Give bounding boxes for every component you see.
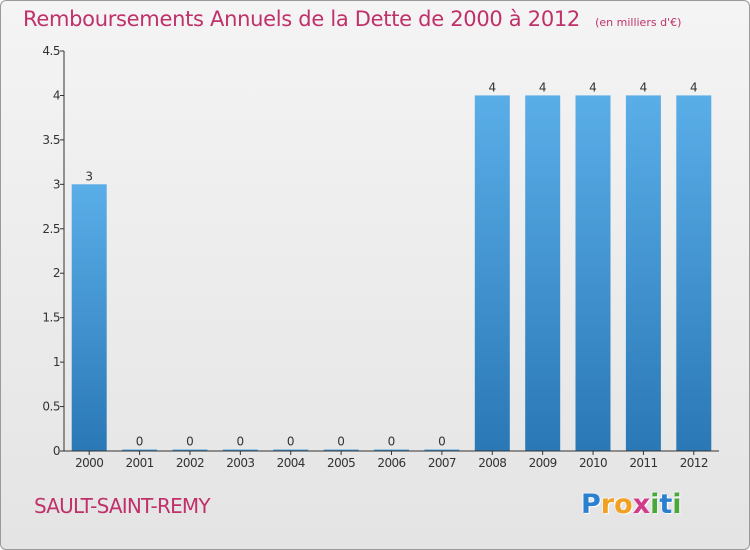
y-tick-label: 0 — [53, 444, 60, 458]
data-label: 3 — [85, 169, 93, 183]
bar-2000 — [71, 184, 107, 452]
y-tick-label: 3 — [53, 177, 60, 191]
y-tick-label: 0.5 — [42, 400, 60, 414]
data-label: 0 — [287, 435, 295, 449]
bar-2008 — [474, 95, 510, 452]
y-tick-label: 3.5 — [42, 133, 60, 147]
data-label: 4 — [488, 80, 496, 94]
x-tick-label: 2006 — [377, 456, 405, 470]
bar-2007 — [424, 449, 460, 451]
y-tick-label: 4 — [53, 88, 60, 102]
data-label: 0 — [186, 435, 194, 449]
bar-2003 — [222, 449, 258, 451]
bar-2011 — [625, 95, 661, 452]
logo-letter: i — [672, 489, 682, 520]
y-axis: 0 0.5 1 1.5 2 2.5 3 3.5 4 4.5 — [42, 44, 65, 458]
logo-letter: x — [632, 489, 651, 520]
x-tick-label: 2010 — [579, 456, 607, 470]
x-tick-label: 2002 — [176, 456, 204, 470]
title-block: Remboursements Annuels de la Dette de 20… — [23, 7, 681, 31]
chart-subtitle: (en milliers d'€) — [595, 16, 682, 29]
x-tick-label: 2005 — [327, 456, 355, 470]
x-tick-label: 2011 — [629, 456, 657, 470]
y-tick-label: 1.5 — [42, 311, 60, 325]
bar-2004 — [273, 449, 309, 451]
x-tick-label: 2012 — [680, 456, 708, 470]
y-tick-label: 2 — [53, 266, 60, 280]
bar-2010 — [575, 95, 611, 452]
x-tick-label: 2003 — [226, 456, 254, 470]
bar-2009 — [525, 95, 561, 452]
bar-2005 — [323, 449, 359, 451]
logo-letter: r — [600, 489, 615, 520]
logo-letter: P — [581, 489, 601, 520]
x-tick-label: 2000 — [75, 456, 103, 470]
data-label: 4 — [690, 80, 698, 94]
place-name: SAULT-SAINT-REMY — [34, 494, 211, 518]
logo-letter: t — [659, 489, 673, 520]
x-axis: 2000 2001 2002 2003 2004 2005 2006 2007 2008 2009… — [64, 450, 719, 470]
bar-2012 — [676, 95, 712, 452]
y-tick-label: 2.5 — [42, 222, 60, 236]
bar-2006 — [374, 449, 409, 451]
logo-letter: o — [614, 489, 633, 520]
bar-2001 — [122, 449, 158, 451]
x-tick-label: 2001 — [126, 456, 154, 470]
x-tick-label: 2004 — [277, 456, 305, 470]
data-label: 4 — [640, 80, 648, 94]
proxiti-logo: Proxiti — [581, 489, 682, 520]
chart-title: Remboursements Annuels de la Dette de 20… — [23, 7, 580, 31]
logo-letter: i — [650, 489, 660, 520]
data-label: 0 — [388, 435, 396, 449]
bar-2002 — [172, 449, 208, 451]
data-label: 0 — [337, 435, 345, 449]
bars-group: 3 0 0 0 0 0 0 0 4 4 4 4 4 — [71, 80, 712, 452]
x-tick-label: 2007 — [428, 456, 456, 470]
data-label: 0 — [236, 435, 244, 449]
y-tick-label: 1 — [53, 355, 60, 369]
x-tick-label: 2009 — [529, 456, 557, 470]
x-tick-label: 2008 — [478, 456, 506, 470]
data-label: 4 — [539, 80, 547, 94]
data-label: 0 — [438, 435, 446, 449]
y-tick-label: 4.5 — [42, 44, 60, 58]
data-label: 0 — [136, 435, 144, 449]
data-label: 4 — [589, 80, 597, 94]
